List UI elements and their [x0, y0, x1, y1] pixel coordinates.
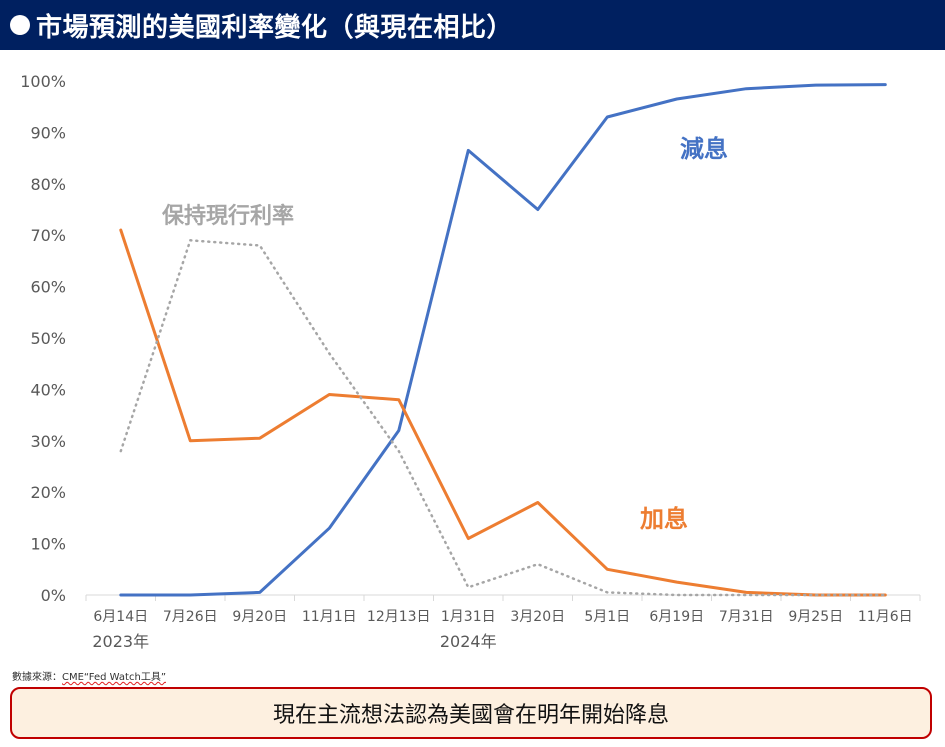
source-prefix: 數據來源：	[12, 672, 62, 683]
summary-text: 現在主流想法認為美國會在明年開始降息	[272, 703, 669, 728]
year-label: 2023年	[92, 632, 149, 651]
header-bar: 市場預測的美國利率變化（與現在相比）	[0, 0, 945, 50]
series-label-0: 減息	[680, 135, 728, 163]
series-line-1	[119, 228, 887, 597]
y-tick-label: 20%	[30, 483, 66, 502]
line-chart: 0% 10% 20% 30% 40% 50% 60% 70% 80% 90% 100% 6月14日 7月…	[20, 72, 921, 651]
series-label-2: 保持現行利率	[161, 203, 294, 229]
y-tick-label: 0%	[41, 586, 66, 605]
y-tick-label: 70%	[30, 226, 66, 245]
source-tool: CME“Fed Watch工具”	[62, 672, 166, 683]
x-tick-label: 6月19日	[649, 609, 704, 625]
series-label-1: 加息	[640, 505, 688, 533]
x-tick-label: 11月1日	[302, 609, 357, 625]
x-tick-label: 5月1日	[584, 609, 630, 625]
y-tick-label: 100%	[20, 72, 66, 91]
x-tick-label: 3月20日	[510, 609, 565, 625]
y-tick-label: 10%	[30, 535, 66, 554]
page-title: 市場預測的美國利率變化（與現在相比）	[36, 12, 514, 43]
y-tick-label: 40%	[30, 380, 66, 399]
x-tick-label: 7月31日	[719, 609, 774, 625]
series-line-0	[119, 83, 887, 597]
x-tick-label: 6月14日	[93, 609, 148, 625]
x-tick-label: 9月25日	[788, 609, 843, 625]
y-tick-label: 90%	[30, 123, 66, 142]
x-tick-label: 7月26日	[163, 609, 218, 625]
bullet-icon	[10, 15, 30, 35]
x-tick-label: 12月13日	[367, 609, 431, 625]
source-note: 數據來源：CME“Fed Watch工具”	[12, 668, 166, 683]
summary-box: 現在主流想法認為美國會在明年開始降息	[10, 687, 932, 739]
series-line-2	[119, 239, 887, 597]
x-tick-label: 1月31日	[441, 609, 496, 625]
chart-series	[119, 83, 887, 597]
x-tick-label: 9月20日	[232, 609, 287, 625]
y-tick-label: 80%	[30, 175, 66, 194]
y-tick-label: 60%	[30, 278, 66, 297]
year-label: 2024年	[440, 632, 497, 651]
chart-axes: 0% 10% 20% 30% 40% 50% 60% 70% 80% 90% 100% 6月14日 7月…	[20, 72, 921, 651]
y-tick-label: 50%	[30, 329, 66, 348]
y-tick-label: 30%	[30, 432, 66, 451]
x-tick-label: 11月6日	[858, 609, 913, 625]
